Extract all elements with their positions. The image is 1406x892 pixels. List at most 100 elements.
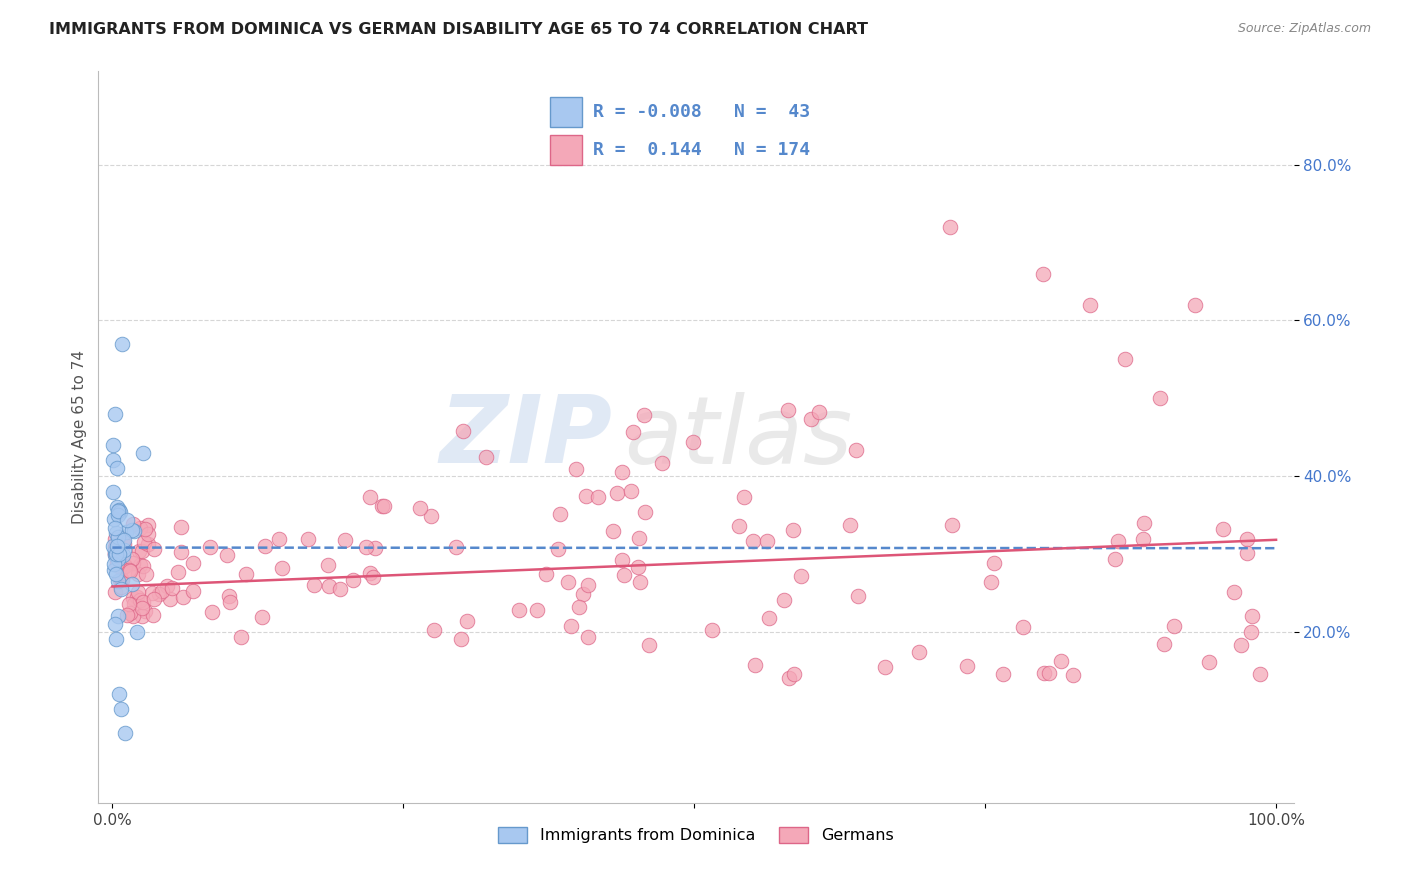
Point — [333, 533, 356, 548]
Point — [122, 516, 145, 531]
Point — [1038, 666, 1060, 681]
Point — [104, 540, 127, 554]
Point — [112, 536, 135, 550]
Point — [354, 540, 377, 554]
Point — [1222, 584, 1244, 599]
Point — [104, 521, 127, 535]
Point — [271, 561, 294, 575]
Point — [156, 579, 179, 593]
Text: atlas: atlas — [624, 392, 852, 483]
Point — [111, 533, 134, 547]
Point — [103, 557, 125, 571]
Point — [181, 556, 204, 570]
Text: N = 174: N = 174 — [734, 141, 810, 159]
Point — [1050, 654, 1073, 668]
Point — [610, 465, 633, 479]
Point — [104, 632, 127, 647]
Point — [104, 548, 127, 562]
Point — [122, 556, 145, 570]
Point — [107, 508, 129, 522]
Point — [101, 438, 124, 452]
Point — [118, 564, 141, 578]
Point — [105, 556, 128, 570]
Point — [845, 442, 868, 457]
Legend: Immigrants from Dominica, Germans: Immigrants from Dominica, Germans — [492, 821, 900, 850]
Point — [103, 616, 125, 631]
Point — [114, 725, 136, 739]
Point — [121, 608, 143, 623]
Point — [121, 523, 143, 537]
Point — [132, 595, 155, 609]
Point — [117, 597, 139, 611]
Point — [728, 519, 751, 533]
Point — [1153, 637, 1175, 651]
Point — [955, 659, 977, 673]
Point — [131, 600, 153, 615]
Point — [939, 219, 962, 234]
Point — [1249, 667, 1271, 681]
Point — [108, 505, 131, 519]
Text: N =  43: N = 43 — [734, 103, 810, 121]
Point — [250, 609, 273, 624]
Point — [131, 544, 153, 558]
Point — [633, 408, 655, 422]
Point — [112, 543, 135, 558]
Point — [1212, 523, 1234, 537]
Point — [620, 484, 643, 499]
Point — [127, 566, 149, 581]
Point — [105, 539, 128, 553]
Text: R =  0.144: R = 0.144 — [593, 141, 702, 159]
Point — [651, 456, 673, 470]
Text: ZIP: ZIP — [440, 391, 613, 483]
Point — [129, 558, 152, 572]
Point — [778, 671, 800, 685]
Point — [111, 561, 134, 575]
Point — [361, 570, 384, 584]
Point — [782, 666, 804, 681]
Text: R = -0.008: R = -0.008 — [593, 103, 702, 121]
Point — [150, 583, 173, 598]
Point — [253, 539, 276, 553]
Point — [623, 425, 645, 439]
Point — [1078, 298, 1101, 312]
Point — [134, 535, 156, 549]
Point — [508, 603, 530, 617]
Point — [450, 632, 472, 646]
Point — [124, 597, 146, 611]
Point — [807, 404, 830, 418]
Point — [612, 553, 634, 567]
Point — [121, 577, 143, 591]
Point — [1132, 516, 1154, 530]
Point — [105, 500, 128, 515]
Point — [235, 567, 257, 582]
Point — [359, 566, 381, 580]
Point — [1107, 534, 1129, 549]
Point — [125, 624, 148, 639]
Point — [875, 660, 897, 674]
Point — [983, 556, 1005, 570]
Point — [1236, 533, 1258, 547]
Point — [578, 630, 600, 644]
Point — [1104, 551, 1126, 566]
Point — [159, 592, 181, 607]
Point — [118, 562, 141, 576]
Point — [132, 558, 155, 573]
Point — [475, 450, 498, 464]
Text: IMMIGRANTS FROM DOMINICA VS GERMAN DISABILITY AGE 65 TO 74 CORRELATION CHART: IMMIGRANTS FROM DOMINICA VS GERMAN DISAB… — [49, 22, 869, 37]
Point — [1240, 625, 1263, 640]
Point — [269, 533, 291, 547]
Point — [110, 559, 132, 574]
Point — [1062, 667, 1084, 681]
Point — [588, 490, 610, 504]
Point — [118, 606, 141, 620]
Point — [110, 580, 132, 594]
Point — [1163, 619, 1185, 633]
Point — [231, 630, 253, 644]
Point — [980, 574, 1002, 589]
Point — [138, 537, 160, 551]
Point — [104, 532, 127, 546]
Point — [104, 547, 127, 561]
Y-axis label: Disability Age 65 to 74: Disability Age 65 to 74 — [72, 350, 87, 524]
Point — [634, 505, 657, 519]
Point — [1184, 298, 1206, 312]
